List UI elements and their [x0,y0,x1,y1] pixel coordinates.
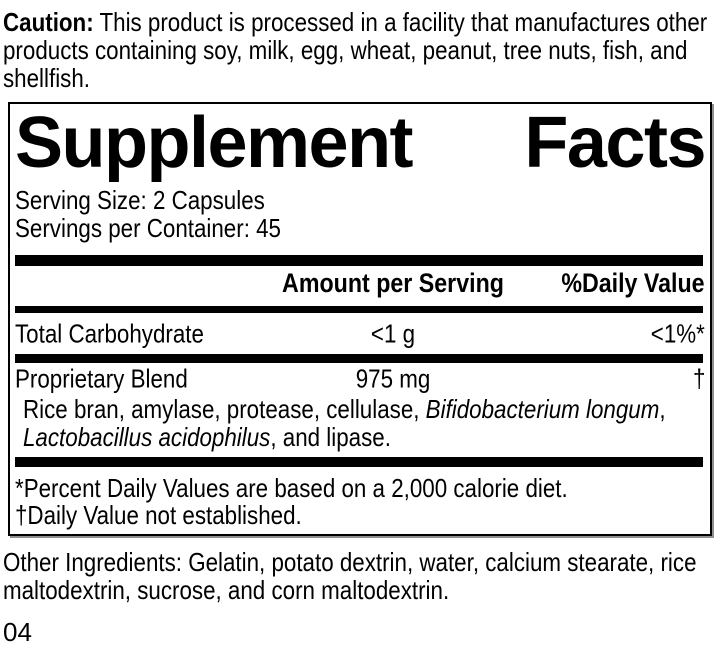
nutrient-daily-value: <1%* [650,318,705,348]
blend-description: Rice bran, amylase, protease, cellulase,… [23,395,705,451]
blend-description-wrap: Rice bran, amylase, protease, cellulase,… [15,395,705,451]
table-row: Proprietary Blend 975 mg † [15,363,705,395]
nutrient-amount: <1 g [371,318,416,348]
nutrient-amount: 975 mg [355,363,431,394]
panel-title-word-facts: Facts [524,103,706,183]
blend-segment-species: Lactobacillus acidophilus [23,422,271,452]
column-header-daily-value: %Daily Value [561,268,705,298]
nutrient-name: Total Carbohydrate [15,318,204,348]
nutrient-name: Proprietary Blend [15,363,188,394]
blend-segment: , [659,394,666,424]
table-header-row: Amount per Serving %Daily Value [15,266,705,306]
divider-mid [15,354,703,363]
divider-under-header [15,306,703,313]
caution-text: This product is processed in a facility … [3,7,708,93]
column-header-amount-per-serving: Amount per Serving [282,268,505,298]
divider-thick-bottom [15,457,703,467]
supplement-facts-panel: Supplement Facts Serving Size: 2 Capsule… [8,102,712,536]
table-row: Total Carbohydrate <1 g <1%* [15,313,705,354]
panel-title: Supplement Facts [15,103,706,183]
divider-thick-top [15,255,703,266]
page-number: 04 [3,617,32,647]
serving-info: Serving Size: 2 Capsules Servings per Co… [15,186,705,242]
other-ingredients: Other Ingredients: Gelatin, potato dextr… [3,547,697,605]
panel-title-word-supplement: Supplement [15,103,414,183]
blend-segment: Rice bran, amylase, protease, cellulase, [23,394,426,424]
nutrient-daily-value: † [692,363,705,394]
servings-per-container: Servings per Container: 45 [15,213,281,243]
footnote-daily-value-not-established: †Daily Value not established. [15,500,302,530]
footnotes: *Percent Daily Values are based on a 2,0… [15,475,705,529]
serving-size: Serving Size: 2 Capsules [15,185,265,215]
footnote-percent-daily-value: *Percent Daily Values are based on a 2,0… [15,473,568,503]
caution-paragraph: Caution: This product is processed in a … [3,8,717,92]
blend-segment-species: Bifidobacterium longum [425,394,660,424]
blend-segment: , and lipase. [270,422,391,452]
caution-label: Caution: [3,7,94,37]
